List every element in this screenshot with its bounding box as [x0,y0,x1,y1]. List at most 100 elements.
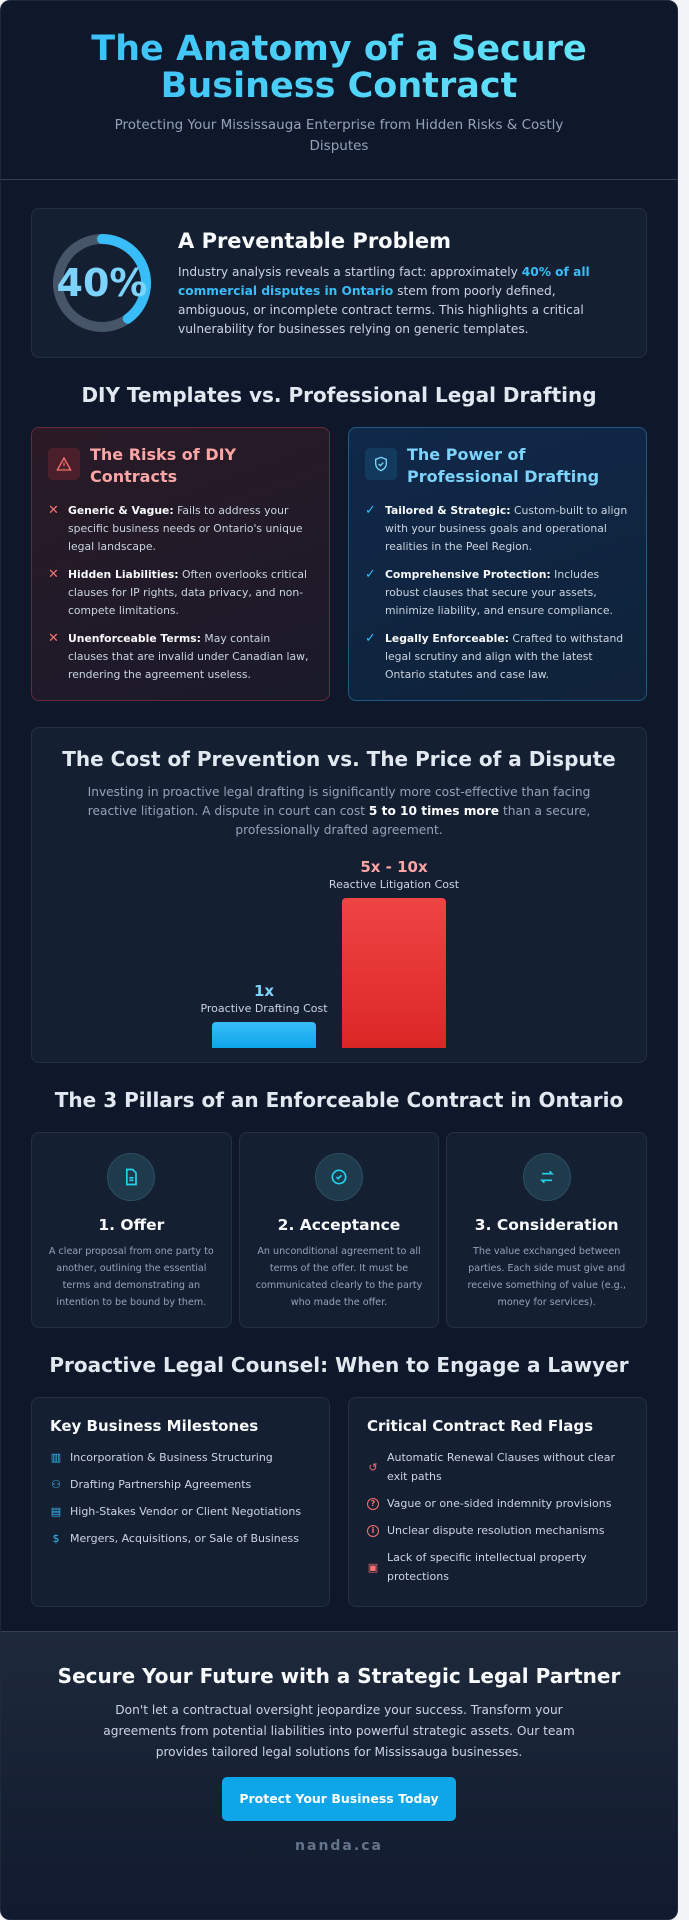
check-icon: ✓ [365,631,376,646]
list-item-text: Automatic Renewal Clauses without clear … [387,1451,616,1483]
diy-risks-card: The Risks of DIY Contracts ✕ Generic & Va… [31,427,330,701]
cta-section: Secure Your Future with a Strategic Lega… [1,1631,677,1919]
list-item-text: High-Stakes Vendor or Client Negotiation… [70,1505,302,1518]
pillar-title: 3. Consideration [474,1216,619,1234]
list-item: ▤ High-Stakes Vendor or Client Negotiatio… [50,1502,311,1521]
list-item-text: Drafting Partnership Agreements [70,1478,252,1491]
list-item-desc: Often overlooks critical clauses for IP … [68,568,308,617]
warning-triangle-icon [48,448,80,480]
cost-text-part: than a secure, professionally drafted ag… [235,804,591,837]
red-flags-title: Critical Contract Red Flags [367,1417,594,1435]
bar-proactive [212,1022,316,1048]
document-icon [107,1153,156,1201]
pillars-heading: The 3 Pillars of an Enforceable Contract… [54,1088,624,1112]
list-item: ▣ Lack of specific intellectual property … [367,1548,628,1586]
stat-text-part: stem from poorly defined, ambiguous, or … [178,284,584,336]
cost-section: The Cost of Prevention vs. The Price of … [1,701,677,1063]
protect-business-button[interactable]: Protect Your Business Today [222,1777,456,1821]
list-item-desc: Includes robust clauses that secure your… [385,568,613,617]
list-item-text: Incorporation & Business Structuring [70,1451,273,1464]
exchange-arrows-icon [522,1153,571,1201]
stat-heading: A Preventable Problem [178,229,451,253]
hero: The Anatomy of a Secure Business Contrac… [1,1,677,180]
stat-text-part: Industry analysis reveals a startling fa… [178,265,522,279]
bar-value-label: 1x [253,982,275,1000]
progress-ring-fill [53,234,151,332]
list-item: ? Vague or one-sided indemnity provisions [367,1494,628,1513]
brand-logo[interactable]: nanda.ca [295,1838,383,1854]
counsel-heading: Proactive Legal Counsel: When to Engage … [49,1353,629,1377]
list-item-label: Hidden Liabilities: [68,568,179,581]
lock-icon: ▣ [367,1560,379,1574]
list-item-label: Comprehensive Protection: [385,568,551,581]
building-icon: ▥ [50,1451,62,1464]
renew-icon: ↺ [368,1460,378,1474]
bar-reactive [342,898,446,1048]
compare-row: The Risks of DIY Contracts ✕ Generic & Va… [31,427,647,701]
cost-text: Investing in proactive legal drafting is… [69,783,609,840]
cta-heading: Secure Your Future with a Strategic Lega… [57,1664,621,1688]
red-flags-card: Critical Contract Red Flags ↺ Automatic R… [348,1397,647,1607]
bar-category-label: Proactive Drafting Cost [200,1002,328,1015]
stat-value: 40% [56,261,148,305]
list-item-text: Generic & Vague: Fails to address your s… [68,502,313,556]
stat-card: 40% A Preventable Problem Industry analy… [31,208,647,358]
page-title: The Anatomy of a Secure Business Contrac… [51,31,627,105]
list-item: ↺ Automatic Renewal Clauses without clear… [367,1448,628,1486]
list-item-text: Unclear dispute resolution mechanisms [387,1524,605,1537]
pillar-title: 1. Offer [98,1216,165,1234]
users-icon: ⚇ [51,1478,61,1491]
list-item-text: Comprehensive Protection: Includes robus… [385,566,630,620]
file-icon: ▤ [50,1505,62,1518]
page-subtitle: Protecting Your Mississauga Enterprise f… [114,117,564,154]
progress-ring [53,234,151,332]
list-item-text: Unenforceable Terms: May contain clauses… [68,630,313,684]
diy-title: The Risks of DIY Contracts [90,445,237,486]
cost-heading: The Cost of Prevention vs. The Price of … [62,747,616,771]
stat-text: Industry analysis reveals a startling fa… [178,263,628,339]
stat-highlight: 40% of all commercial disputes in Ontari… [178,265,590,298]
list-item-text: Tailored & Strategic: Custom-built to al… [385,502,630,556]
list-item: ⚇ Drafting Partnership Agreements [50,1475,311,1494]
progress-ring-box: 40% [46,227,158,339]
check-circle-icon [315,1153,363,1201]
list-item-text: Vague or one-sided indemnity provisions [387,1497,612,1510]
list-item-label: Legally Enforceable: [385,632,509,645]
list-item-text: Hidden Liabilities: Often overlooks crit… [68,566,313,620]
counsel-section: Proactive Legal Counsel: When to Engage … [1,1328,677,1607]
compare-section: DIY Templates vs. Professional Legal Dra… [1,358,677,701]
list-item: $ Mergers, Acquisitions, or Sale of Busin… [50,1529,311,1548]
pillar-title: 2. Acceptance [277,1216,401,1234]
counsel-row: Key Business Milestones ▥ Incorporation &… [31,1397,647,1607]
cost-bar-chart: 1x Proactive Drafting Cost 5x - 10x Reactiv… [52,852,626,1048]
list-item: ✓ Legally Enforceable: Crafted to withsta… [365,630,630,684]
diy-list: ✕ Generic & Vague: Fails to address your … [48,502,313,684]
dollar-icon: $ [52,1532,60,1545]
pillar-text: An unconditional agreement to all terms … [255,1246,423,1308]
pillars-row: 1. Offer A clear proposal from one party … [31,1132,648,1328]
check-icon: ✓ [365,567,376,582]
list-item: ✓ Comprehensive Protection: Includes robu… [365,566,630,620]
info-icon: i [367,1524,379,1537]
pillar-card: 2. Acceptance An unconditional agreement … [238,1132,440,1328]
pro-list: ✓ Tailored & Strategic: Custom-built to a… [365,502,630,684]
pillar-text: The value exchanged between parties. Eac… [467,1246,626,1308]
pillar-card: 1. Offer A clear proposal from one party … [31,1132,232,1328]
x-icon: ✕ [48,503,59,518]
bar-category-label: Reactive Litigation Cost [328,878,460,891]
cta-text: Don't let a contractual oversight jeopar… [103,1703,575,1759]
bar-value-label: 5x - 10x [360,858,428,876]
list-item: ✓ Tailored & Strategic: Custom-built to a… [365,502,630,556]
list-item: ✕ Generic & Vague: Fails to address your … [48,502,313,556]
stat-body: A Preventable Problem Industry analysis … [178,227,628,339]
list-item-desc: Fails to address your specific business … [68,504,303,553]
list-item-label: Unenforceable Terms: [68,632,201,645]
x-icon: ✕ [48,567,59,582]
list-item: ✕ Unenforceable Terms: May contain clause… [48,630,313,684]
list-item: i Unclear dispute resolution mechanisms [367,1521,628,1540]
cost-bold: 5 to 10 times more [368,804,500,818]
milestones-title: Key Business Milestones [50,1417,259,1435]
list-item-text: Lack of specific intellectual property p… [387,1551,587,1583]
pillar-text: A clear proposal from one party to anoth… [48,1246,214,1308]
shield-check-icon [365,448,397,480]
